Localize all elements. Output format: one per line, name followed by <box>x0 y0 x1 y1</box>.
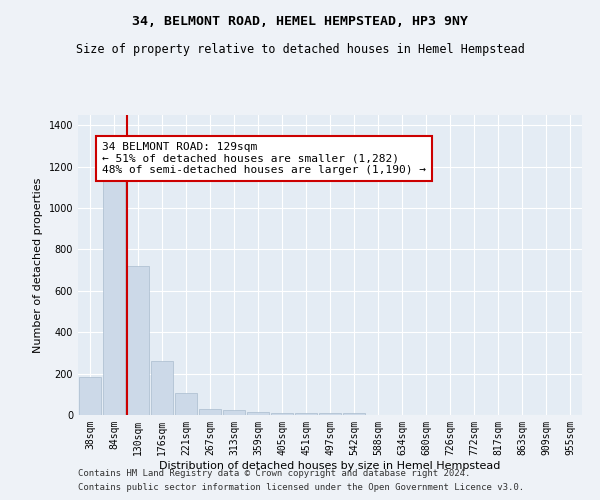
Bar <box>79 376 101 415</box>
Bar <box>247 412 269 415</box>
Bar <box>199 409 221 415</box>
Text: 34, BELMONT ROAD, HEMEL HEMPSTEAD, HP3 9NY: 34, BELMONT ROAD, HEMEL HEMPSTEAD, HP3 9… <box>132 15 468 28</box>
Bar <box>295 413 317 415</box>
Y-axis label: Number of detached properties: Number of detached properties <box>33 178 43 352</box>
Bar <box>271 413 293 415</box>
Bar <box>343 413 365 415</box>
Bar <box>103 181 125 415</box>
Text: 34 BELMONT ROAD: 129sqm
← 51% of detached houses are smaller (1,282)
48% of semi: 34 BELMONT ROAD: 129sqm ← 51% of detache… <box>102 142 426 175</box>
Bar <box>127 266 149 415</box>
Text: Contains HM Land Registry data © Crown copyright and database right 2024.: Contains HM Land Registry data © Crown c… <box>78 468 470 477</box>
Bar <box>223 410 245 415</box>
Bar <box>319 413 341 415</box>
Bar <box>151 361 173 415</box>
X-axis label: Distribution of detached houses by size in Hemel Hempstead: Distribution of detached houses by size … <box>160 460 500 470</box>
Text: Contains public sector information licensed under the Open Government Licence v3: Contains public sector information licen… <box>78 484 524 492</box>
Text: Size of property relative to detached houses in Hemel Hempstead: Size of property relative to detached ho… <box>76 42 524 56</box>
Bar <box>175 394 197 415</box>
